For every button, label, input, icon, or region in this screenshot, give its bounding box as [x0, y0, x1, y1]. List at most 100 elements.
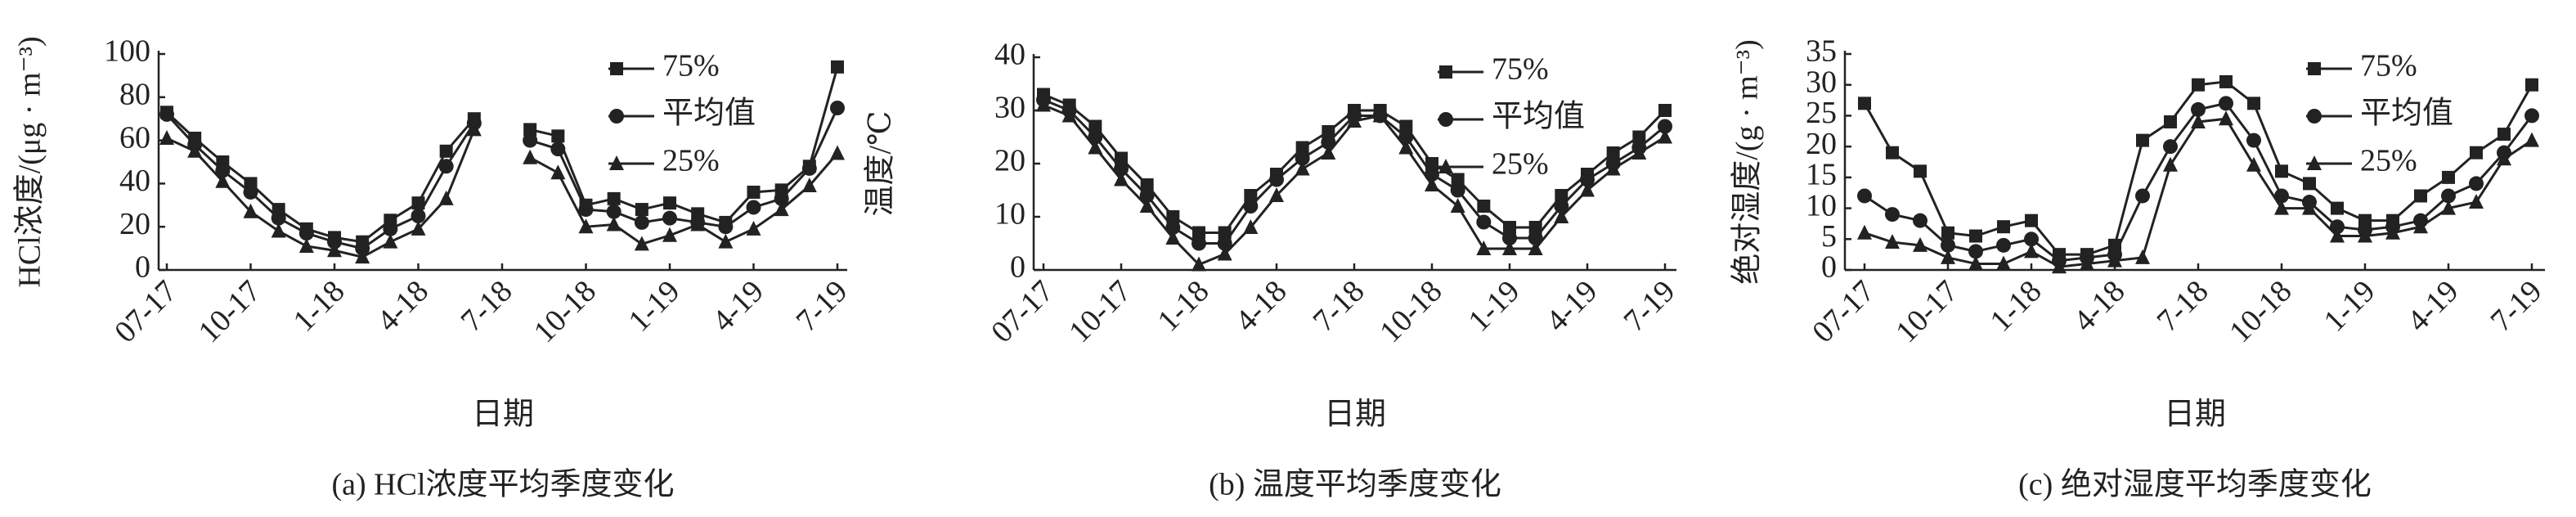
y-axis-label: 绝对湿度/(g · m⁻³): [1730, 39, 1765, 285]
marker: [523, 149, 538, 164]
marker: [746, 200, 761, 215]
marker: [2470, 146, 2483, 160]
marker: [438, 159, 454, 174]
marker: [1885, 234, 1900, 250]
marker: [215, 163, 231, 178]
marker: [1217, 236, 1232, 251]
marker: [1165, 220, 1181, 235]
marker: [187, 142, 203, 158]
marker: [1321, 145, 1336, 160]
x-tick-label: 4-19: [1540, 274, 1604, 339]
marker: [2219, 96, 2233, 111]
marker: [831, 60, 844, 74]
series-line: [165, 111, 475, 244]
y-tick-label: 30: [994, 91, 1025, 125]
legend-label: 75%: [1492, 52, 1549, 87]
marker: [1244, 189, 1258, 202]
x-tick-label: 07-17: [1806, 274, 1881, 349]
marker: [1658, 119, 1672, 134]
marker: [2247, 97, 2260, 110]
marker: [2497, 128, 2511, 142]
marker: [1399, 119, 1413, 133]
marker: [327, 234, 342, 250]
x-tick-label: 4-19: [2401, 274, 2466, 339]
y-tick-label: 20: [994, 144, 1025, 178]
marker: [1996, 255, 2011, 271]
marker: [243, 184, 258, 200]
marker: [1914, 164, 1927, 178]
marker: [1477, 200, 1491, 213]
marker: [2308, 62, 2321, 75]
x-tick-label: 10-18: [1373, 274, 1448, 349]
marker: [578, 218, 594, 234]
marker: [1295, 151, 1310, 166]
marker: [2307, 109, 2322, 124]
marker: [271, 210, 286, 226]
marker: [2191, 113, 2206, 128]
marker: [1217, 245, 1232, 261]
x-tick-label: 4-18: [370, 274, 435, 339]
marker: [2497, 151, 2511, 166]
marker: [438, 190, 454, 205]
marker: [523, 133, 538, 148]
marker: [550, 142, 566, 157]
marker: [801, 178, 817, 193]
marker: [2219, 110, 2233, 126]
marker: [1858, 97, 1871, 110]
marker: [355, 241, 370, 256]
marker: [634, 236, 649, 251]
marker: [1088, 139, 1103, 155]
marker: [2052, 258, 2067, 274]
marker: [607, 191, 621, 205]
marker: [610, 62, 623, 75]
marker: [2469, 194, 2484, 209]
marker: [2191, 101, 2206, 117]
y-tick-label: 35: [1806, 34, 1837, 69]
x-tick-label: 10-17: [192, 274, 267, 349]
legend-label: 25%: [1492, 147, 1549, 182]
marker: [2024, 243, 2039, 258]
marker: [2136, 133, 2149, 147]
marker: [2413, 218, 2428, 234]
marker: [1088, 129, 1103, 145]
marker: [1605, 160, 1621, 176]
marker: [1036, 97, 1051, 112]
legend-label: 75%: [662, 49, 720, 83]
marker: [1555, 189, 1568, 202]
y-tick-label: 100: [104, 34, 150, 69]
marker: [523, 123, 537, 137]
marker: [1322, 125, 1335, 138]
y-tick-label: 0: [1821, 250, 1837, 285]
x-tick-label: 07-17: [108, 274, 183, 349]
marker: [1114, 171, 1129, 187]
marker: [1502, 231, 1517, 245]
marker: [1885, 207, 1900, 223]
legend-label: 平均值: [1492, 100, 1585, 134]
marker: [1115, 151, 1128, 165]
y-axis-label: 温度/℃: [864, 110, 898, 216]
marker: [1295, 141, 1309, 155]
marker: [1192, 226, 1205, 240]
x-tick-label: 10-17: [1889, 274, 1964, 349]
marker: [2274, 200, 2289, 215]
x-axis-label: 日期: [472, 398, 534, 432]
marker: [411, 196, 425, 210]
x-axis-label: 日期: [2164, 398, 2226, 432]
series-line: [529, 152, 839, 245]
marker: [774, 191, 789, 206]
marker: [1996, 237, 2011, 253]
marker: [1165, 230, 1181, 245]
marker: [801, 160, 817, 176]
marker: [1438, 159, 1453, 173]
x-tick-label: 7-18: [1307, 274, 1371, 339]
x-tick-label: 4-18: [2067, 274, 2132, 339]
y-axis-label: HCl浓度/(μg · m⁻³): [13, 36, 47, 287]
y-tick-label: 20: [119, 207, 150, 241]
marker: [439, 144, 453, 158]
marker: [1528, 221, 1542, 234]
marker: [215, 173, 231, 188]
marker: [1886, 146, 1899, 160]
x-tick-label: 10-17: [1062, 274, 1138, 349]
marker: [1632, 130, 1646, 144]
